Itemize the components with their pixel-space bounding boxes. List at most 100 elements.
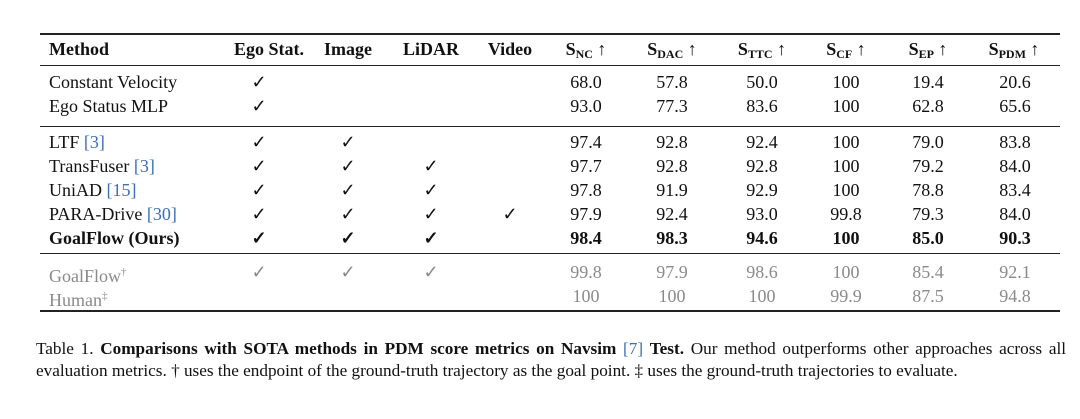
row-image: ✓: [340, 132, 356, 152]
row-pdm: 90.3: [999, 228, 1031, 248]
citation-link[interactable]: [3]: [133, 156, 155, 176]
row-ep: 87.5: [912, 286, 944, 306]
dagger-mark: †: [121, 266, 127, 278]
row-pdm: 84.0: [999, 156, 1031, 176]
row-ego: ✓: [251, 262, 267, 282]
table-row: UniAD [15] ✓ ✓ ✓ 97.8 91.9 92.9 100 78.8…: [40, 178, 1060, 202]
row-cf: 100: [832, 262, 860, 282]
row-ttc: 92.4: [746, 132, 778, 152]
row-lidar: ✓: [423, 262, 439, 282]
table-row: Ego Status MLP ✓ 93.0 77.3 83.6 100 62.8…: [40, 94, 1060, 118]
row-dac: 91.9: [656, 180, 688, 200]
row-nc: 97.8: [570, 180, 602, 200]
table-row: Constant Velocity ✓ 68.0 57.8 50.0 100 1…: [40, 70, 1060, 94]
row-ep: 85.4: [912, 262, 944, 282]
row-video: ✓: [502, 204, 518, 224]
caption-bold-end: Test.: [649, 339, 685, 358]
row-ep: 62.8: [912, 96, 944, 116]
row-ep: 79.2: [912, 156, 944, 176]
caption-bold-text: Comparisons with SOTA methods in PDM sco…: [100, 339, 617, 358]
citation-link[interactable]: [15]: [106, 180, 137, 200]
group1-rule: [40, 126, 1060, 127]
header-ego-status: Ego Stat.: [233, 39, 304, 59]
row-ep: 79.3: [912, 204, 944, 224]
row-dac: 98.3: [656, 228, 688, 248]
row-ego: ✓: [251, 132, 267, 152]
row-nc: 97.4: [570, 132, 602, 152]
header-s-nc: SNC ↑: [565, 39, 607, 61]
header-s-cf: SCF ↑: [826, 39, 866, 61]
row-cf: 100: [832, 156, 860, 176]
row-image: ✓: [340, 180, 356, 200]
row-nc: 98.4: [570, 228, 602, 248]
row-cf: 100: [832, 96, 860, 116]
header-video: Video: [487, 39, 533, 59]
table-row-ours: GoalFlow (Ours) ✓ ✓ ✓ 98.4 98.3 94.6 100…: [40, 226, 1060, 250]
row-dac: 92.4: [656, 204, 688, 224]
caption-label: Table 1.: [36, 339, 94, 358]
row-cf: 100: [832, 180, 860, 200]
header-lidar: LiDAR: [402, 39, 459, 59]
header-s-ttc: STTC ↑: [737, 39, 787, 61]
row-pdm: 83.8: [999, 132, 1031, 152]
row-method: LTF [3]: [49, 132, 105, 152]
header-s-ep: SEP ↑: [908, 39, 948, 61]
row-ep: 85.0: [912, 228, 944, 248]
double-dagger-mark: ‡: [102, 290, 108, 302]
row-ttc: 93.0: [746, 204, 778, 224]
row-image: ✓: [340, 204, 356, 224]
header-image: Image: [324, 39, 372, 59]
row-method: Ego Status MLP: [49, 96, 169, 116]
row-dac: 100: [658, 286, 686, 306]
row-dac: 77.3: [656, 96, 688, 116]
row-method: GoalFlow†: [49, 266, 127, 286]
row-ego: ✓: [251, 96, 267, 116]
row-cf: 100: [832, 132, 860, 152]
row-ttc: 50.0: [746, 72, 778, 92]
row-ego: ✓: [251, 156, 267, 176]
row-method: PARA-Drive [30]: [49, 204, 177, 224]
table-row: PARA-Drive [30] ✓ ✓ ✓ ✓ 97.9 92.4 93.0 9…: [40, 202, 1060, 226]
row-ep: 19.4: [912, 72, 944, 92]
table-row: GoalFlow† ✓ ✓ ✓ 99.8 97.9 98.6 100 85.4 …: [40, 260, 1060, 286]
caption-citation-link[interactable]: [7]: [623, 339, 644, 358]
row-pdm: 94.8: [999, 286, 1031, 306]
row-image: ✓: [340, 228, 356, 248]
row-image: ✓: [340, 262, 356, 282]
row-ep: 79.0: [912, 132, 944, 152]
row-ttc: 98.6: [746, 262, 778, 282]
row-dac: 57.8: [656, 72, 688, 92]
row-ego: ✓: [251, 204, 267, 224]
row-lidar: ✓: [423, 180, 439, 200]
citation-link[interactable]: [30]: [146, 204, 177, 224]
table-row: LTF [3] ✓ ✓ 97.4 92.8 92.4 100 79.0 83.8: [40, 130, 1060, 154]
header-method: Method: [49, 39, 109, 59]
table-header-row: Method Ego Stat. Image LiDAR Video SNC ↑…: [40, 37, 1060, 61]
row-ttc: 92.9: [746, 180, 778, 200]
row-lidar: ✓: [423, 228, 439, 248]
row-ego: ✓: [251, 72, 267, 92]
citation-link[interactable]: [3]: [83, 132, 105, 152]
row-method: GoalFlow (Ours): [49, 228, 180, 248]
row-lidar: ✓: [423, 204, 439, 224]
row-dac: 92.8: [656, 132, 688, 152]
row-cf: 100: [832, 72, 860, 92]
row-method: Human‡: [49, 290, 108, 310]
row-pdm: 65.6: [999, 96, 1031, 116]
row-nc: 100: [572, 286, 600, 306]
table-caption: Table 1. Comparisons with SOTA methods i…: [36, 338, 1066, 382]
row-cf: 99.8: [830, 204, 862, 224]
row-dac: 92.8: [656, 156, 688, 176]
row-cf: 100: [832, 228, 860, 248]
row-ego: ✓: [251, 228, 267, 248]
row-nc: 93.0: [570, 96, 602, 116]
row-dac: 97.9: [656, 262, 688, 282]
row-nc: 68.0: [570, 72, 602, 92]
caption-body: Our method outperforms other approaches …: [36, 339, 1066, 380]
row-nc: 97.9: [570, 204, 602, 224]
row-method: UniAD [15]: [49, 180, 137, 200]
row-ep: 78.8: [912, 180, 944, 200]
header-s-dac: SDAC ↑: [647, 39, 697, 61]
row-pdm: 84.0: [999, 204, 1031, 224]
row-pdm: 83.4: [999, 180, 1031, 200]
